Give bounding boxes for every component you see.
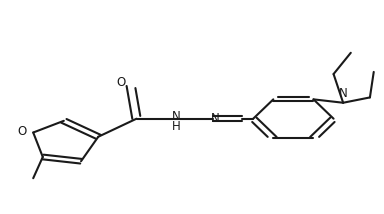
- Text: O: O: [17, 125, 26, 138]
- Text: O: O: [117, 76, 126, 89]
- Text: N: N: [339, 87, 348, 100]
- Text: N: N: [172, 110, 180, 123]
- Text: H: H: [172, 120, 180, 133]
- Text: N: N: [211, 112, 220, 125]
